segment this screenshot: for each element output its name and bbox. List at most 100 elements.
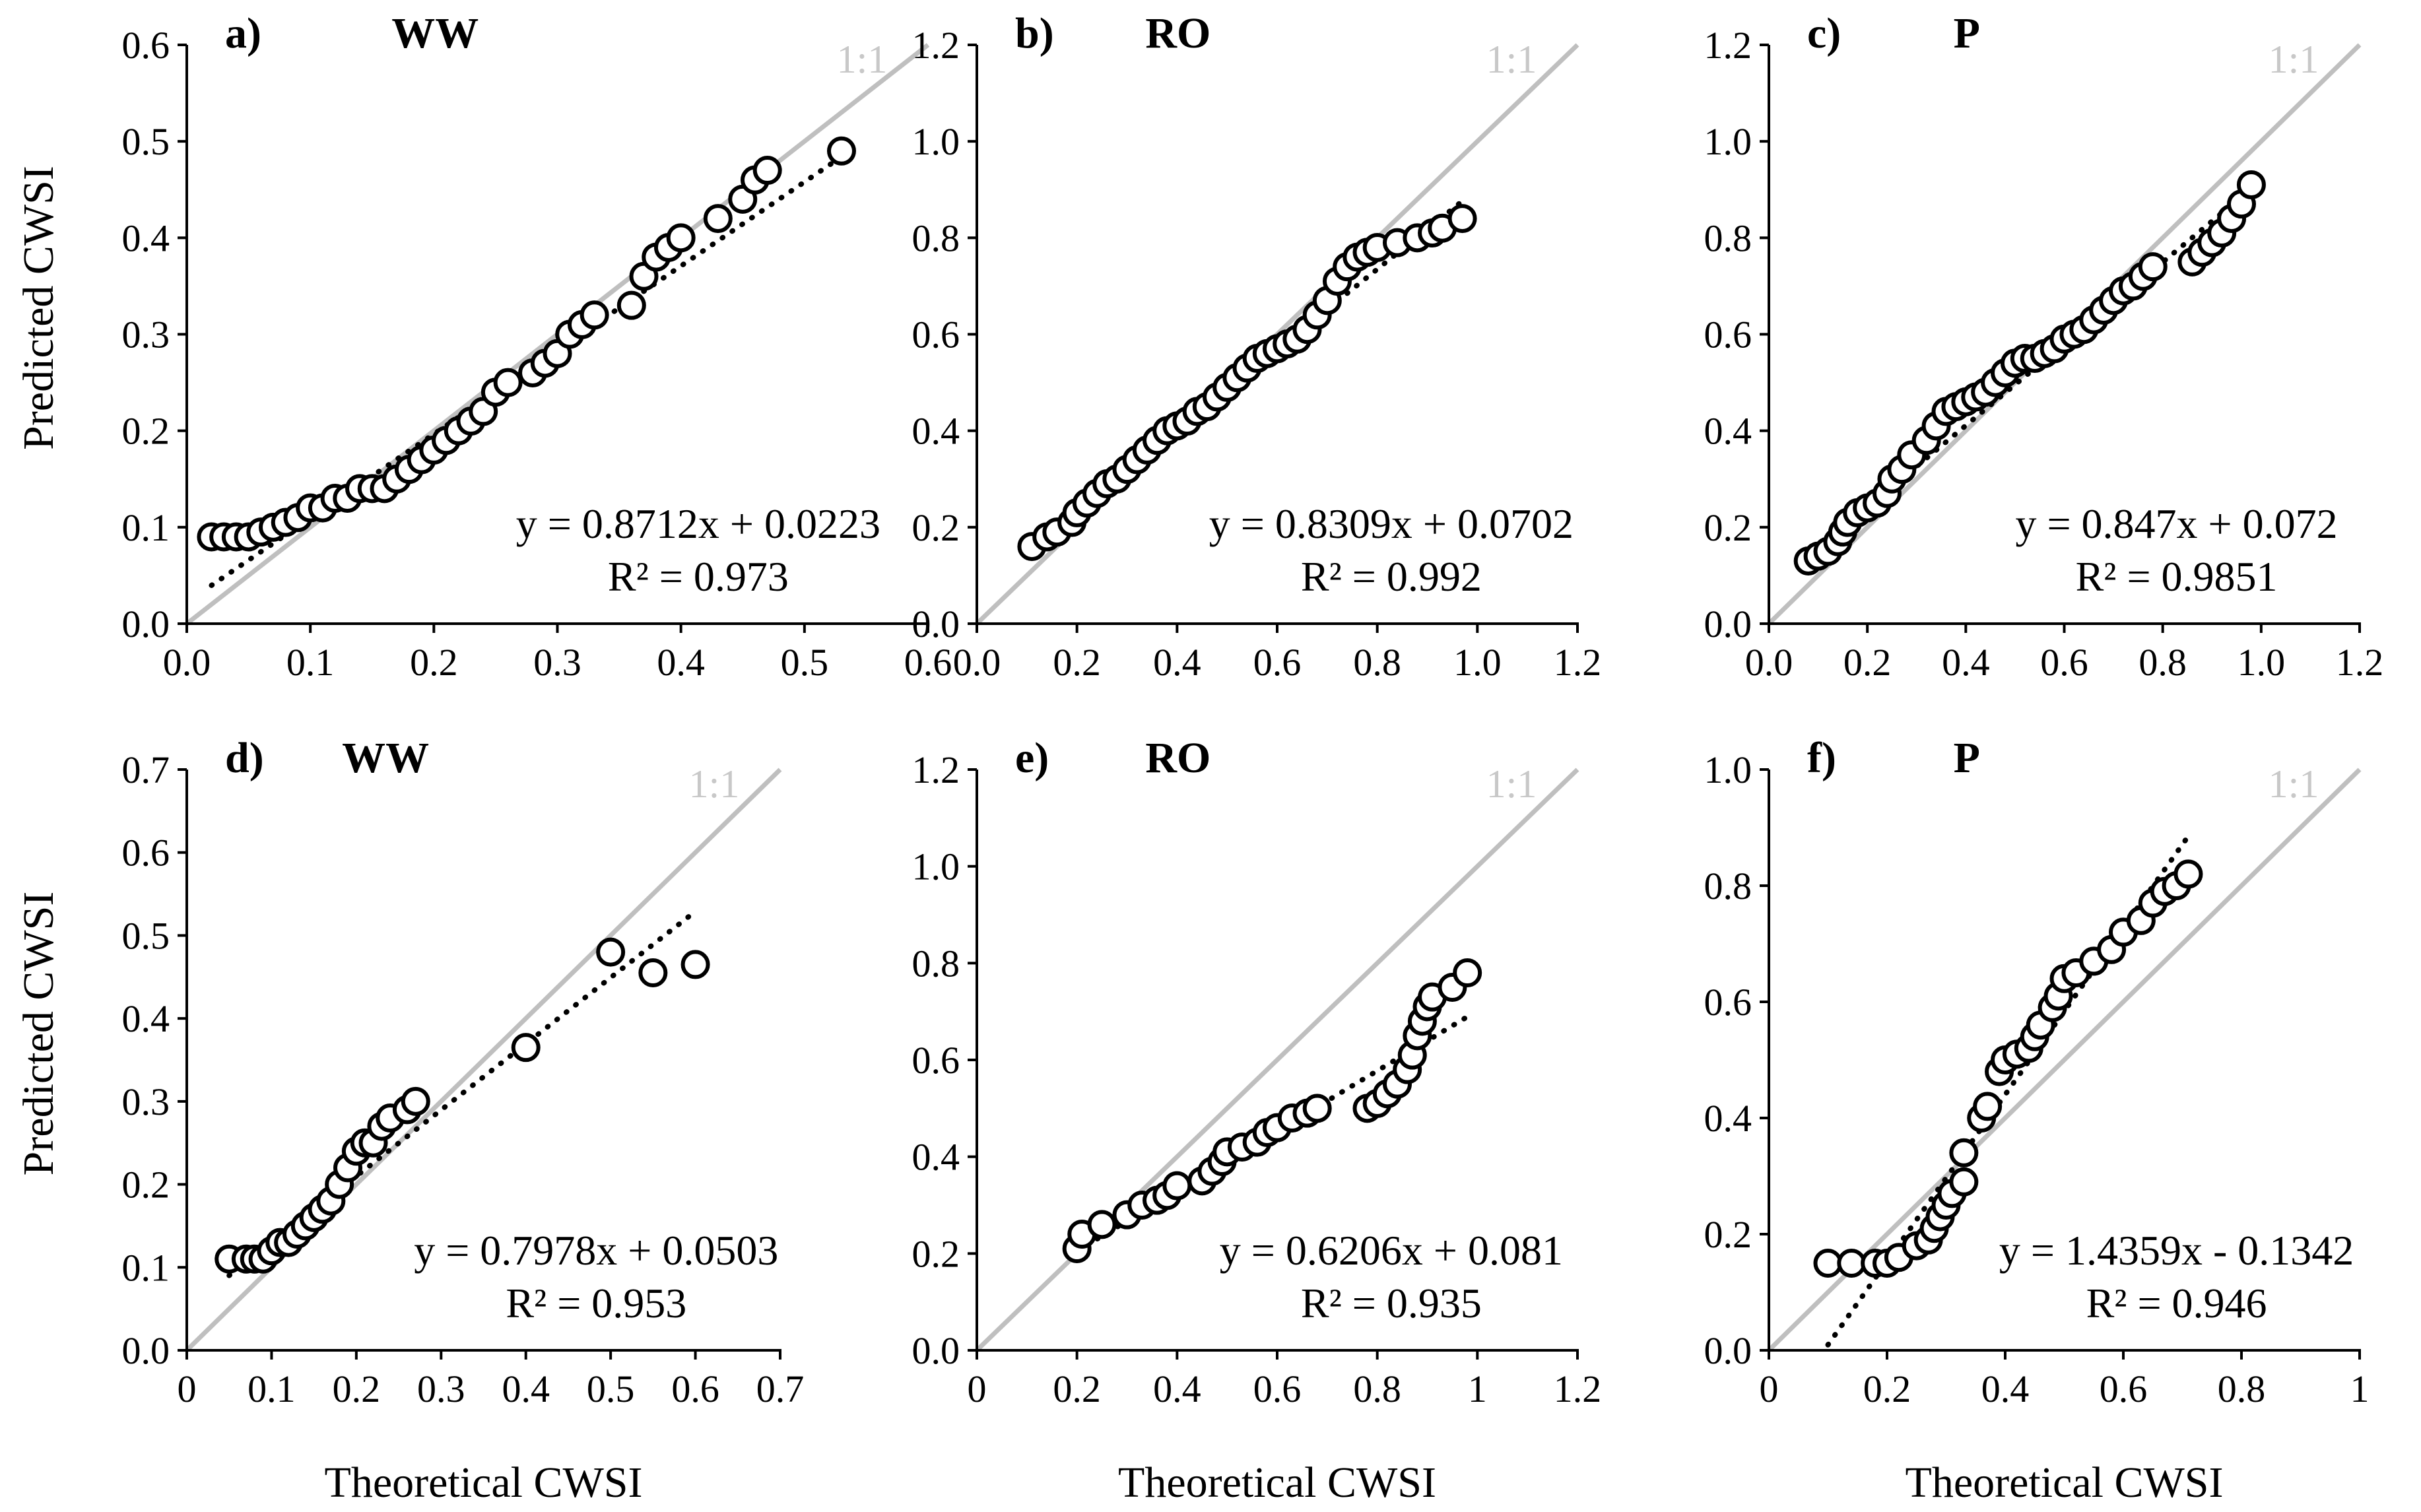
x-tick-label: 0.8: [2218, 1367, 2266, 1410]
x-tick-label: 0: [968, 1367, 987, 1410]
x-tick-label: 0.5: [587, 1367, 635, 1410]
panel-label: b): [1015, 9, 1054, 57]
y-tick-label: 0.4: [122, 997, 170, 1040]
y-tick-label: 0.5: [122, 120, 170, 163]
y-tick-label: 1.2: [912, 24, 960, 67]
x-tick-label: 0.0: [953, 641, 1001, 684]
y-tick-label: 0.2: [1704, 506, 1752, 549]
chart-panel-b: 0.0 0.2 0.4 0.6 0.8 1.0 1.2 0.0 0.2 0.4 0.6 0.8 1.0 1…: [912, 9, 1602, 684]
y-tick-label: 1.2: [1704, 24, 1752, 67]
chart-panel-d: 0 0.1 0.2 0.3 0.4 0.5 0.6 0.7 0.0 0.1 0.2 0.3 0.4 0.5…: [15, 734, 804, 1507]
identity-line-label: 1:1: [1486, 38, 1537, 81]
x-tick-label: 0.2: [1053, 1367, 1101, 1410]
x-tick-label: 0.7: [756, 1367, 805, 1410]
y-tick-label: 0.4: [1704, 410, 1752, 453]
x-tick-label: 0.4: [1153, 641, 1201, 684]
data-point: [1453, 958, 1482, 987]
identity-line-label: 1:1: [2269, 38, 2319, 81]
panel-title: P: [1954, 9, 1980, 57]
x-axis-title: Theoretical CWSI: [325, 1459, 643, 1507]
data-point: [1447, 204, 1477, 234]
data-point: [703, 204, 733, 234]
x-tick-label: 0.1: [286, 641, 335, 684]
y-tick-label: 0.6: [122, 832, 170, 874]
data-point: [1162, 1171, 1192, 1200]
chart-panel-a: 0.0 0.1 0.2 0.3 0.4 0.5 0.6 0.0 0.1 0.2 0.3 0.4 0.5 0…: [15, 9, 952, 684]
data-point: [616, 290, 646, 320]
data-point: [580, 300, 609, 330]
data-point: [1949, 1138, 1979, 1167]
data-point: [401, 1086, 430, 1116]
x-tick-label: 0.4: [502, 1367, 550, 1410]
panel-label: c): [1807, 9, 1841, 57]
y-tick-label: 0.8: [912, 216, 960, 259]
x-tick-label: 1: [1468, 1367, 1487, 1410]
r-squared: R² = 0.973: [608, 553, 789, 600]
x-tick-label: 0.6: [904, 641, 952, 684]
x-tick-label: 1.0: [2238, 641, 2286, 684]
identity-line-label: 1:1: [1486, 762, 1537, 806]
x-tick-label: 1: [2350, 1367, 2370, 1410]
y-tick-label: 1.0: [1704, 748, 1752, 791]
x-tick-label: 1.2: [2336, 641, 2384, 684]
x-tick-label: 0.2: [1843, 641, 1892, 684]
y-tick-label: 0.4: [912, 410, 960, 453]
y-tick-label: 0.5: [122, 914, 170, 957]
x-tick-label: 0.6: [1253, 641, 1302, 684]
x-tick-label: 0: [1760, 1367, 1779, 1410]
x-tick-label: 0.2: [1863, 1367, 1911, 1410]
x-tick-label: 0.4: [657, 641, 705, 684]
y-tick-label: 0.3: [122, 1080, 170, 1123]
panel-title: P: [1954, 734, 1980, 782]
data-point: [2138, 252, 2168, 282]
y-tick-label: 0.0: [122, 1329, 170, 1372]
data-point: [1837, 1249, 1867, 1278]
x-tick-label: 0.4: [1153, 1367, 1201, 1410]
data-point: [493, 368, 523, 397]
x-tick-label: 0.6: [2100, 1367, 2148, 1410]
x-tick-label: 0.1: [248, 1367, 296, 1410]
y-axis-title: Predicted CWSI: [15, 892, 63, 1176]
y-tick-label: 0.2: [912, 506, 960, 549]
y-tick-label: 0.7: [122, 748, 170, 791]
x-tick-label: 0.8: [2139, 641, 2187, 684]
x-tick-label: 0.6: [671, 1367, 719, 1410]
y-tick-label: 0.2: [912, 1232, 960, 1275]
y-tick-label: 0.0: [122, 603, 170, 645]
regression-equation: y = 0.6206x + 0.081: [1220, 1227, 1563, 1274]
identity-line-label: 1:1: [837, 38, 888, 81]
y-tick-label: 0.0: [912, 603, 960, 645]
regression-equation: y = 0.8309x + 0.0702: [1209, 500, 1574, 547]
x-tick-label: 0.2: [410, 641, 458, 684]
x-tick-label: 0: [178, 1367, 197, 1410]
y-tick-label: 1.0: [1704, 120, 1752, 163]
panel-title: WW: [342, 734, 429, 782]
y-tick-label: 1.0: [912, 845, 960, 888]
x-tick-label: 0.2: [333, 1367, 381, 1410]
x-tick-label: 0.8: [1353, 1367, 1401, 1410]
x-tick-label: 1.2: [1554, 641, 1602, 684]
y-tick-label: 0.6: [1704, 313, 1752, 356]
x-tick-label: 0.4: [1981, 1367, 2030, 1410]
y-tick-label: 0.0: [1704, 1329, 1752, 1372]
data-point: [826, 136, 856, 166]
data-point: [638, 958, 668, 987]
identity-line-label: 1:1: [689, 762, 740, 806]
x-tick-label: 0.8: [1353, 641, 1401, 684]
panel-label: e): [1015, 734, 1049, 782]
data-point: [1949, 1167, 1979, 1197]
x-tick-label: 0.0: [163, 641, 211, 684]
data-point: [1973, 1092, 2003, 1121]
panel-label: d): [225, 734, 264, 782]
chart-panel-c: 0.0 0.2 0.4 0.6 0.8 1.0 1.2 0.0 0.2 0.4 0.6 0.8 1.0 1…: [1704, 9, 2384, 684]
data-point: [1087, 1210, 1117, 1239]
regression-equation: y = 0.847x + 0.072: [2015, 500, 2337, 547]
y-tick-label: 0.0: [912, 1329, 960, 1372]
r-squared: R² = 0.953: [506, 1280, 686, 1327]
y-tick-label: 0.6: [912, 313, 960, 356]
r-squared: R² = 0.9851: [2076, 553, 2278, 600]
trendline: [226, 908, 698, 1278]
data-point: [2173, 859, 2203, 889]
chart-panel-e: 0 0.2 0.4 0.6 0.8 1 1.2 0.0 0.2 0.4 0.6 0.8 1.0 1.2 e)…: [912, 734, 1602, 1507]
